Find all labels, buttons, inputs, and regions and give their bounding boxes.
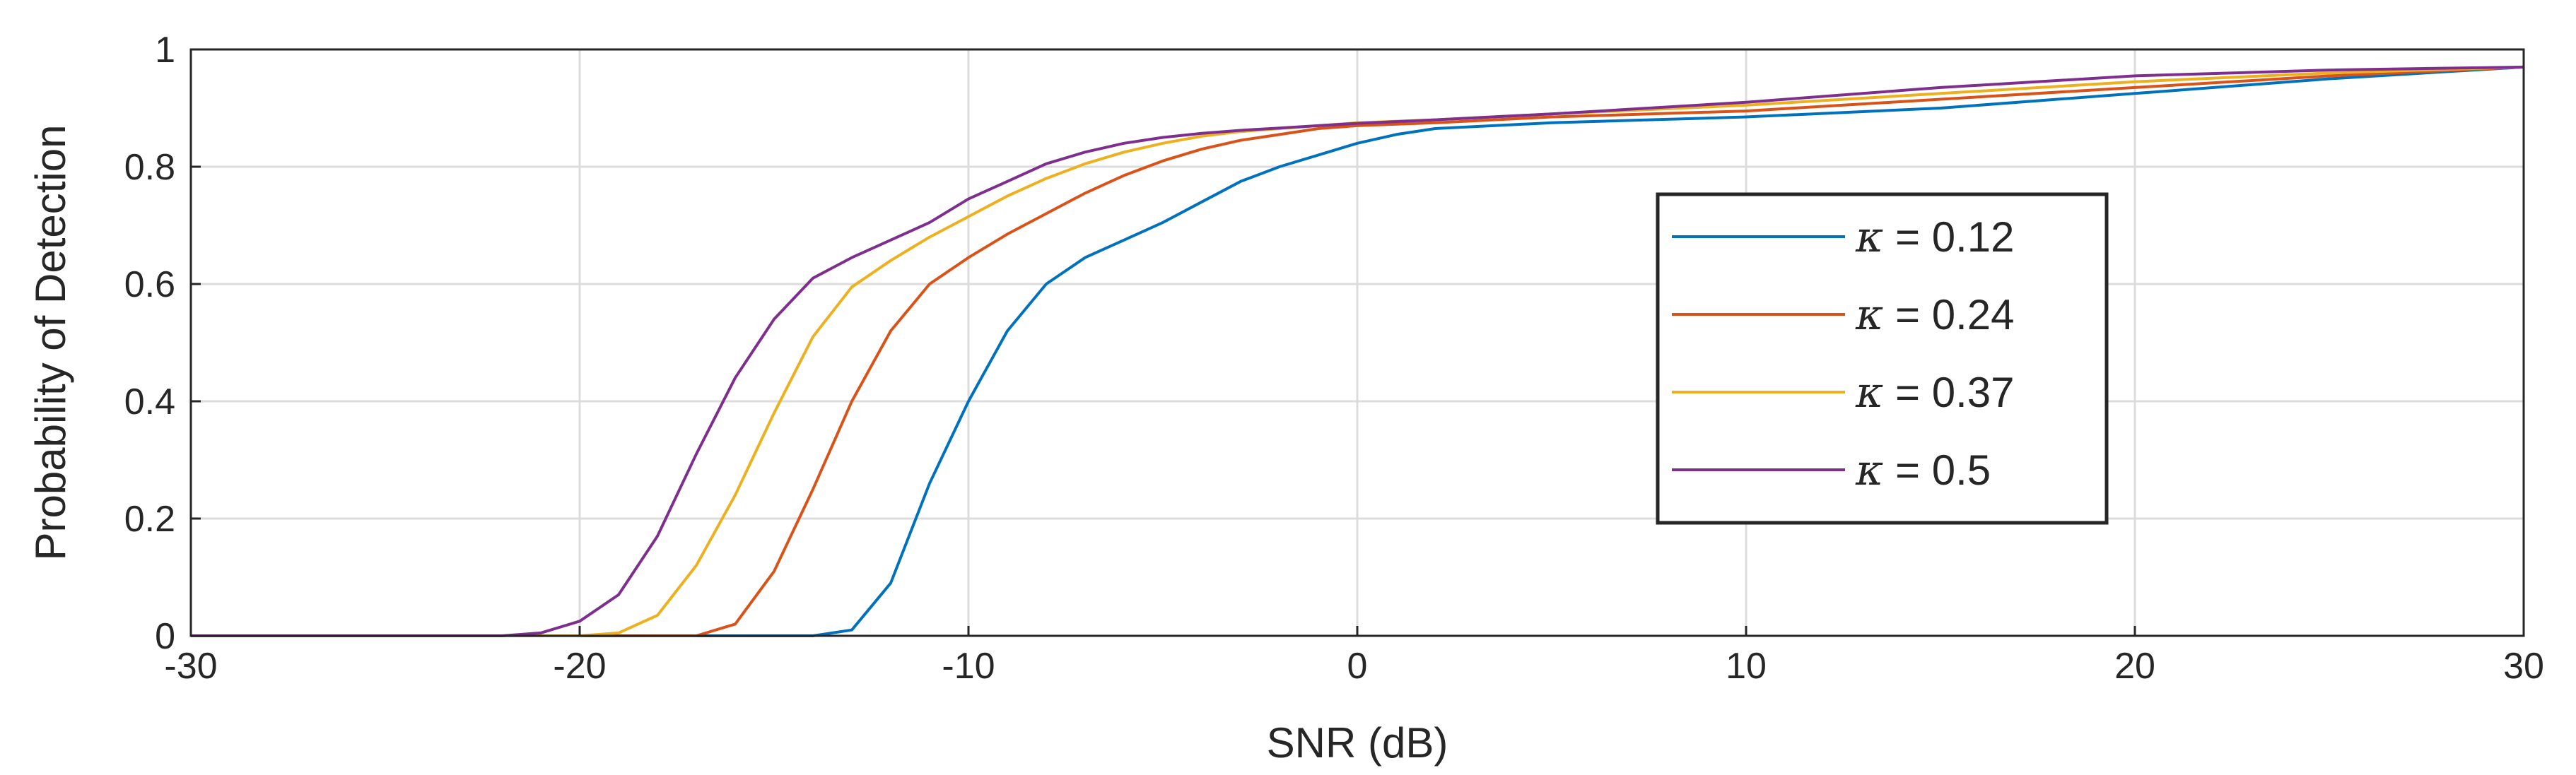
series-line-2: [191, 65, 2524, 637]
y-tick-label: 0: [155, 616, 175, 657]
legend-label-1: κ = 0.12: [1855, 213, 2015, 262]
series-layer: [191, 65, 2524, 637]
x-axis-title: SNR (dB): [1267, 719, 1448, 767]
y-tick-label: 0.6: [124, 264, 175, 305]
legend-label-2: κ = 0.24: [1855, 290, 2015, 340]
legend-label-3: κ = 0.37: [1855, 368, 2015, 418]
y-axis-title: Probability of Detection: [27, 125, 74, 561]
axis-ticks: -30 -20 -10 0 10 20 30 0 0.2 0.4 0.6 0.8 1: [124, 30, 2544, 687]
x-tick-label: -30: [164, 646, 217, 687]
legend-label-4: κ = 0.5: [1855, 446, 1991, 495]
y-tick-label: 0.4: [124, 381, 175, 422]
x-tick-label: 30: [2503, 646, 2544, 687]
series-line-1: [191, 65, 2524, 637]
y-tick-label: 1: [155, 30, 175, 71]
series-line-4: [191, 65, 2524, 637]
x-tick-label: 10: [1726, 646, 1767, 687]
x-tick-label: -10: [942, 646, 995, 687]
legend-box: [1656, 192, 2109, 525]
x-tick-label: 20: [2114, 646, 2155, 687]
x-tick-label: -20: [553, 646, 606, 687]
legend: κ = 0.12 κ = 0.24 κ = 0.37 κ = 0.5: [1656, 192, 2109, 525]
x-tick-label: 0: [1347, 646, 1368, 687]
y-tick-label: 0.2: [124, 499, 175, 540]
y-tick-label: 0.8: [124, 147, 175, 188]
